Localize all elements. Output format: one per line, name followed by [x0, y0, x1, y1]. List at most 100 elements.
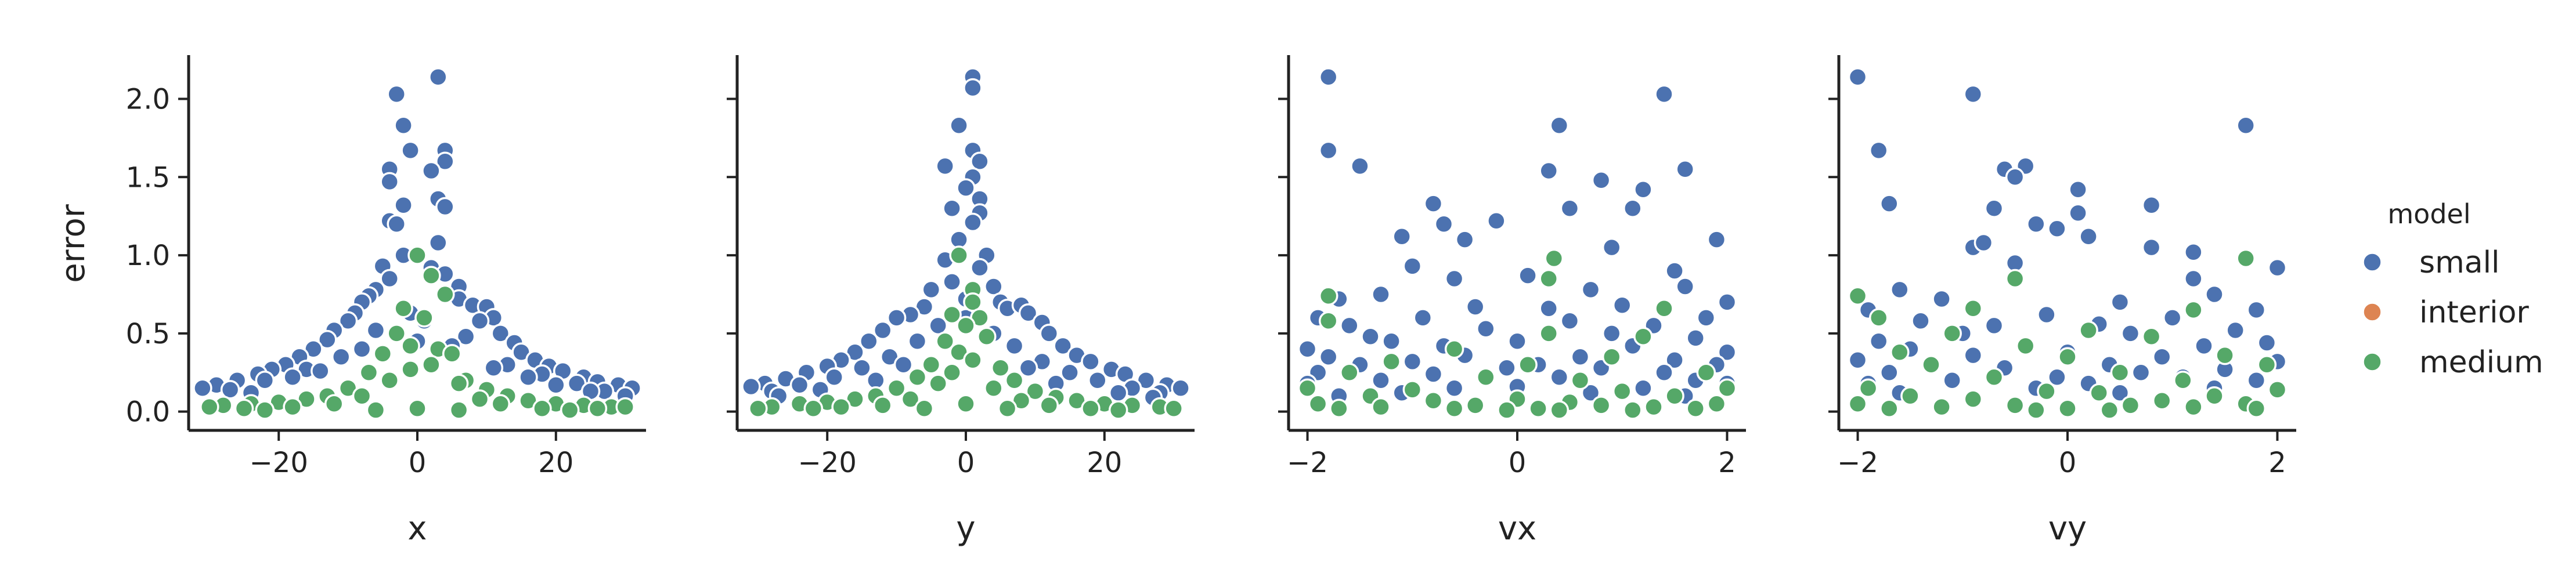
point-small	[1318, 140, 1338, 161]
point-medium	[1528, 398, 1548, 419]
point-small	[872, 320, 893, 340]
point-small	[956, 178, 976, 198]
point-small	[970, 151, 990, 172]
point-medium	[1890, 342, 1910, 362]
point-medium	[366, 400, 386, 420]
point-medium	[2141, 327, 2162, 347]
point-small	[963, 212, 983, 233]
legend-marker-medium	[2362, 351, 2383, 372]
point-medium	[914, 398, 935, 419]
point-small	[1984, 316, 2004, 336]
point-medium	[928, 374, 948, 393]
point-medium	[435, 284, 455, 304]
point-medium	[2205, 386, 2224, 406]
point-medium	[1539, 324, 1558, 343]
point-medium	[1706, 394, 1727, 414]
point-medium	[1591, 396, 1611, 415]
point-medium	[2015, 336, 2036, 356]
series-medium	[748, 245, 1184, 420]
point-medium	[977, 327, 997, 347]
point-medium	[1848, 286, 1868, 306]
legend-label-small: small	[2419, 245, 2500, 280]
point-small	[546, 375, 566, 395]
series-small	[1297, 67, 1737, 406]
x-axis-label-x: x	[407, 510, 427, 548]
point-small	[1088, 370, 1107, 390]
point-medium	[748, 398, 768, 419]
point-medium	[2026, 400, 2046, 420]
point-medium	[587, 398, 608, 419]
point-medium	[2173, 370, 2193, 390]
point-medium	[1004, 370, 1024, 390]
point-medium	[963, 292, 983, 312]
point-medium	[2236, 248, 2256, 269]
point-small	[1361, 327, 1380, 347]
point-medium	[921, 355, 941, 375]
point-small	[1665, 350, 1684, 370]
point-medium	[1654, 298, 1674, 318]
point-small	[2257, 333, 2277, 353]
point-medium	[2184, 397, 2203, 417]
point-medium	[2005, 396, 2025, 415]
point-medium	[831, 397, 851, 417]
point-medium	[2089, 383, 2109, 403]
point-medium	[1329, 398, 1349, 419]
point-small	[1297, 339, 1318, 359]
point-small	[484, 358, 504, 378]
point-small	[1581, 383, 1601, 403]
point-medium	[1633, 327, 1653, 347]
point-small	[921, 280, 941, 300]
point-small	[2141, 237, 2162, 258]
point-medium	[1612, 381, 1632, 401]
point-small	[1623, 198, 1643, 218]
point-medium	[1544, 248, 1564, 269]
point-medium	[1476, 367, 1496, 387]
point-small	[2005, 167, 2025, 187]
point-medium	[1164, 398, 1184, 419]
point-small	[1717, 292, 1737, 312]
point-small	[1601, 237, 1622, 258]
point-medium	[2079, 320, 2098, 340]
point-small	[2047, 219, 2067, 238]
x-tick-label: −20	[250, 447, 308, 479]
legend-title: model	[2387, 198, 2470, 230]
point-medium	[2058, 398, 2077, 419]
point-small	[352, 339, 372, 359]
series-medium	[1297, 248, 1737, 420]
point-medium	[1921, 355, 1941, 375]
x-tick-label: −2	[1837, 447, 1878, 479]
x-tick-label: −2	[1287, 447, 1328, 479]
panel-x: 0.0 0.5 1.0 1.5 2.0 −20 0 20 x	[126, 55, 646, 548]
point-small	[1560, 198, 1580, 218]
point-medium	[1665, 386, 1684, 406]
point-medium	[886, 378, 907, 398]
point-small	[907, 331, 928, 351]
point-medium	[324, 394, 344, 414]
point-medium	[1717, 378, 1737, 398]
point-small	[435, 197, 455, 217]
point-medium	[421, 266, 441, 285]
point-small	[518, 367, 538, 387]
point-small	[2225, 320, 2245, 340]
x-tick-label: 0	[1509, 447, 1527, 479]
x-axis-label-y: y	[956, 510, 975, 548]
point-medium	[956, 316, 976, 336]
point-small	[1381, 331, 1401, 351]
point-medium	[1623, 400, 1643, 420]
legend-entry-interior: interior	[2362, 295, 2529, 330]
point-medium	[1932, 397, 1951, 417]
point-small	[255, 370, 275, 390]
point-small	[2162, 308, 2182, 328]
point-medium	[532, 398, 552, 419]
point-small	[193, 378, 212, 398]
point-medium	[401, 360, 420, 379]
legend-label-medium: medium	[2419, 345, 2543, 380]
point-small	[852, 358, 872, 378]
point-small	[338, 311, 358, 331]
x-axis-label-vy: vy	[2048, 510, 2087, 548]
point-small	[1675, 160, 1695, 179]
point-small	[893, 355, 914, 375]
panel-y: −20 0 20 y	[727, 55, 1195, 548]
point-medium	[1423, 391, 1444, 411]
point-small	[1633, 180, 1653, 200]
